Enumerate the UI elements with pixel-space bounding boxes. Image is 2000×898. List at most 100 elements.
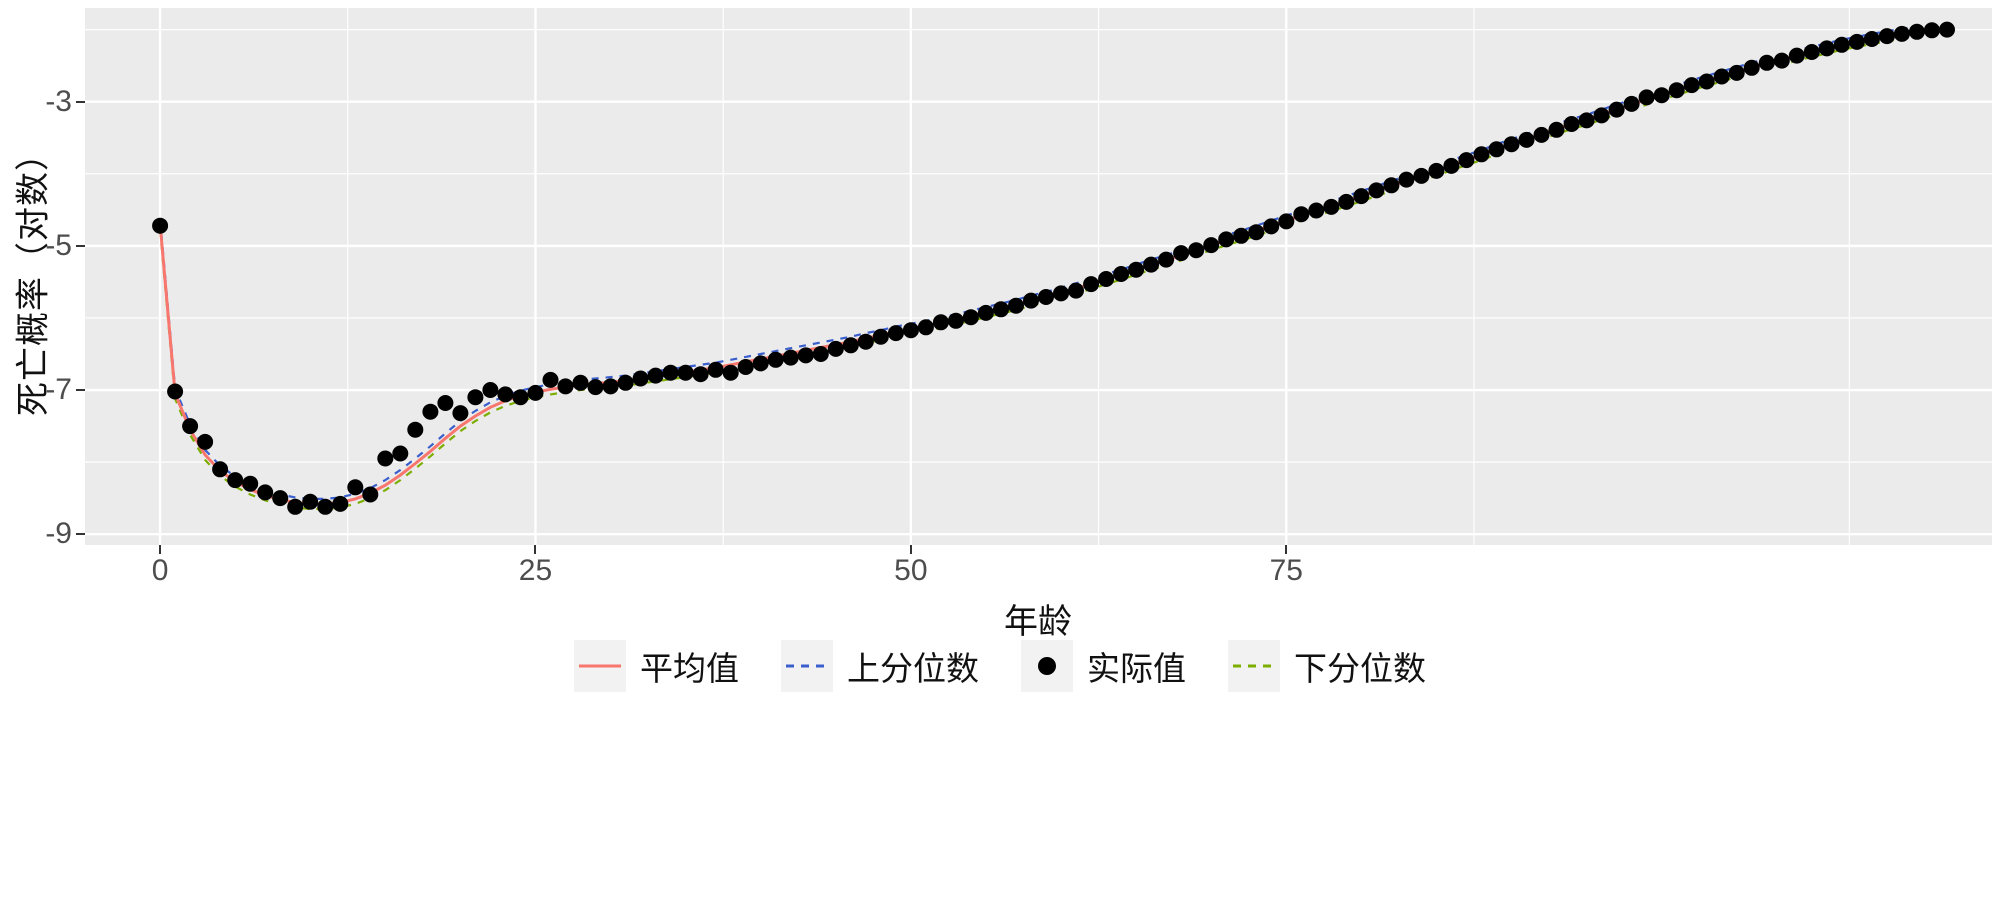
- legend-label-mean: 平均值: [640, 650, 739, 687]
- data-point-actual: [452, 405, 469, 422]
- legend-item-mean: 平均值: [574, 640, 739, 692]
- data-point-actual: [377, 450, 394, 467]
- legend-key-lower-dashed-line-icon: [1228, 640, 1280, 692]
- y-tick-label: -3: [45, 84, 72, 118]
- data-point-actual: [1698, 73, 1715, 90]
- data-point-actual: [1758, 54, 1775, 71]
- data-point-actual: [407, 421, 424, 438]
- data-point-actual: [1098, 271, 1115, 287]
- data-point-actual: [932, 314, 949, 331]
- data-point-actual: [1188, 242, 1205, 259]
- data-point-actual: [767, 351, 784, 368]
- x-tick-mark: [534, 545, 537, 554]
- data-point-actual: [1878, 28, 1895, 45]
- data-point-actual: [1893, 25, 1910, 42]
- data-point-actual: [1503, 136, 1520, 153]
- data-point-actual: [1353, 188, 1370, 205]
- data-point-actual: [317, 498, 334, 515]
- data-point-actual: [1623, 95, 1640, 112]
- data-point-actual: [242, 475, 259, 492]
- data-point-actual: [287, 498, 304, 515]
- data-point-actual: [1173, 245, 1190, 262]
- data-point-actual: [1818, 40, 1835, 57]
- data-point-actual: [1518, 131, 1535, 148]
- x-tick-mark: [1285, 545, 1288, 554]
- data-point-actual: [647, 367, 664, 384]
- x-tick-label: 0: [151, 554, 169, 587]
- data-point-actual: [1338, 193, 1355, 210]
- data-point-actual: [1863, 31, 1880, 47]
- legend-label-actual: 实际值: [1087, 650, 1186, 687]
- legend-key-upper-dashed-line-icon: [781, 640, 833, 692]
- data-point-actual: [1038, 289, 1054, 305]
- data-point-actual: [1533, 126, 1550, 143]
- legend-label-upper-quantile: 上分位数: [847, 650, 979, 687]
- data-point-actual: [1578, 112, 1595, 129]
- x-axis-title: 年龄: [1004, 603, 1072, 641]
- data-point-actual: [737, 359, 754, 375]
- legend: 平均值 上分位数 实际值 下分位数: [0, 640, 2000, 692]
- data-point-actual: [1713, 68, 1730, 85]
- data-point-actual: [1008, 297, 1024, 314]
- series-line-lower: [159, 32, 1948, 511]
- data-point-actual: [842, 337, 859, 354]
- data-point-actual: [1668, 82, 1685, 99]
- data-point-actual: [872, 328, 889, 345]
- data-point-actual: [1368, 182, 1385, 199]
- x-tick-label: 25: [518, 554, 553, 587]
- data-point-actual: [1638, 89, 1655, 106]
- legend-key-mean-line-icon: [574, 640, 626, 692]
- data-point-actual: [512, 389, 529, 406]
- y-tick-label: -5: [45, 228, 72, 262]
- data-point-actual: [302, 493, 319, 510]
- plot-panel: [85, 8, 1992, 545]
- data-point-actual: [257, 484, 274, 501]
- legend-item-lower-quantile: 下分位数: [1228, 640, 1426, 692]
- data-point-actual: [347, 479, 364, 496]
- data-point-actual: [1458, 152, 1475, 169]
- y-tick-label: -7: [45, 373, 72, 407]
- data-point-actual: [1833, 36, 1850, 53]
- data-point-actual: [497, 386, 514, 403]
- data-point-actual: [527, 384, 544, 401]
- data-point-actual: [482, 382, 499, 398]
- data-point-actual: [422, 403, 439, 420]
- data-point-actual: [1563, 116, 1580, 132]
- data-point-actual: [947, 312, 964, 329]
- data-point-actual: [1683, 77, 1700, 94]
- data-point-actual: [587, 379, 604, 396]
- data-point-actual: [1158, 251, 1175, 268]
- data-point-actual: [467, 389, 484, 406]
- y-tick-mark: [76, 389, 85, 392]
- data-point-actual: [1323, 198, 1340, 215]
- data-point-actual: [1023, 292, 1039, 309]
- legend-item-upper-quantile: 上分位数: [781, 640, 979, 692]
- data-point-actual: [1803, 44, 1820, 60]
- data-point-actual: [1773, 52, 1790, 69]
- data-point-actual: [782, 349, 799, 366]
- data-point-actual: [572, 374, 589, 391]
- data-point-actual: [1218, 231, 1235, 248]
- data-point-actual: [392, 445, 409, 462]
- data-point-actual: [993, 301, 1009, 318]
- data-point-actual: [1308, 202, 1325, 219]
- data-point-actual: [722, 364, 739, 381]
- data-point-actual: [197, 433, 214, 450]
- data-point-actual: [1743, 59, 1760, 76]
- data-point-actual: [152, 217, 169, 234]
- data-point-actual: [1488, 141, 1505, 158]
- data-point-actual: [827, 340, 844, 357]
- legend-key-actual-point-icon: [1021, 640, 1073, 692]
- data-point-actual: [902, 322, 919, 339]
- data-point-actual: [1113, 266, 1130, 282]
- data-point-actual: [1848, 33, 1865, 50]
- data-point-actual: [1143, 256, 1160, 273]
- data-point-actual: [1278, 213, 1295, 230]
- data-point-actual: [812, 346, 829, 362]
- data-point-actual: [692, 366, 709, 383]
- data-point-actual: [1383, 177, 1400, 194]
- data-point-actual: [917, 319, 934, 336]
- data-point-actual: [332, 495, 349, 512]
- data-point-actual: [182, 418, 199, 435]
- y-tick-mark: [76, 100, 85, 103]
